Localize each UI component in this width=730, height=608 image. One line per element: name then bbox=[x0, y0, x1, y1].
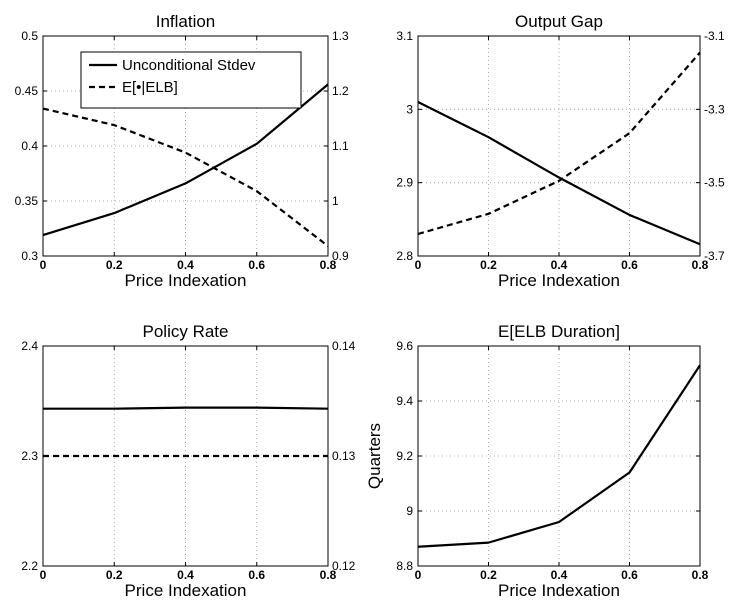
x-tick-label: 0.4 bbox=[551, 258, 568, 272]
legend-label: Unconditional Stdev bbox=[122, 57, 256, 74]
right-y-tick-label: 0.9 bbox=[332, 249, 349, 263]
y-tick-label: 8.8 bbox=[396, 559, 413, 573]
y-tick-label: 3 bbox=[406, 102, 413, 116]
chart-panel-4: 0 0.2 0.4 0.6 0.8 8.8 9 9.2 9.4 9.6 E[ELB Duration… bbox=[365, 322, 709, 600]
x-tick-label: 0.6 bbox=[621, 568, 638, 582]
x-tick-label: 0.4 bbox=[177, 258, 194, 272]
chart-title: E[ELB Duration] bbox=[498, 322, 620, 341]
x-tick-label: 0 bbox=[415, 568, 422, 582]
chart-panel-2: 0 0.2 0.4 0.6 0.8 2.8 2.9 3 3.1 -3.7 -3.5 -3.3 -3.1 O… bbox=[396, 12, 725, 290]
legend-box bbox=[80, 51, 302, 109]
x-tick-label: 0.2 bbox=[106, 568, 123, 582]
series-line-elb bbox=[417, 51, 701, 236]
x-tick-label: 0 bbox=[415, 258, 422, 272]
y-tick-label: 9.4 bbox=[396, 394, 413, 408]
x-axis-label: Price Indexation bbox=[125, 581, 247, 600]
x-tick-label: 0.2 bbox=[480, 568, 497, 582]
x-axis-label: Price Indexation bbox=[125, 271, 247, 290]
x-tick-label: 0.6 bbox=[248, 568, 265, 582]
x-tick-label: 0.4 bbox=[177, 568, 194, 582]
y-tick-label: 0.5 bbox=[21, 29, 38, 43]
y-tick-label: 2.3 bbox=[21, 449, 38, 463]
x-tick-label: 0.8 bbox=[692, 258, 709, 272]
y-tick-label: 0.35 bbox=[15, 194, 39, 208]
y-axis-label: Quarters bbox=[365, 423, 384, 489]
x-tick-label: 0.8 bbox=[320, 258, 337, 272]
x-tick-label: 0.6 bbox=[248, 258, 265, 272]
x-tick-label: 0 bbox=[40, 568, 47, 582]
y-tick-label: 2.4 bbox=[21, 339, 38, 353]
right-y-tick-label: -3.1 bbox=[704, 29, 725, 43]
y-tick-label: 9.6 bbox=[396, 339, 413, 353]
y-tick-label: 0.45 bbox=[15, 84, 39, 98]
chart-panel-1: 0 0.2 0.4 0.6 0.8 0.3 0.35 0.4 0.45 0.5 0.9 1 1.1 1.2… bbox=[15, 12, 349, 290]
right-y-tick-label: 1.1 bbox=[332, 139, 349, 153]
series-line-stdev bbox=[43, 406, 329, 410]
right-y-tick-label: 0.13 bbox=[332, 449, 356, 463]
chart-title: Inflation bbox=[156, 12, 216, 31]
y-tick-label: 3.1 bbox=[396, 29, 413, 43]
chart-title: Policy Rate bbox=[143, 322, 229, 341]
legend: Unconditional Stdev E[•|ELB] bbox=[80, 51, 302, 109]
right-y-tick-label: -3.3 bbox=[704, 102, 725, 116]
x-axis-label: Price Indexation bbox=[498, 581, 620, 600]
x-tick-label: 0.6 bbox=[621, 258, 638, 272]
chart-title: Output Gap bbox=[515, 12, 603, 31]
y-tick-label: 2.9 bbox=[396, 176, 413, 190]
x-tick-label: 0.8 bbox=[320, 568, 337, 582]
x-tick-label: 0.2 bbox=[106, 258, 123, 272]
x-tick-label: 0.2 bbox=[480, 258, 497, 272]
series-line-elb bbox=[42, 107, 329, 247]
right-y-tick-label: 0.12 bbox=[332, 559, 356, 573]
right-y-tick-label: 1.2 bbox=[332, 84, 349, 98]
right-y-tick-label: -3.5 bbox=[704, 176, 725, 190]
y-tick-label: 2.8 bbox=[396, 249, 413, 263]
right-y-tick-label: 1 bbox=[332, 194, 339, 208]
right-y-tick-label: 0.14 bbox=[332, 339, 356, 353]
y-tick-label: 9.2 bbox=[396, 449, 413, 463]
y-tick-label: 0.4 bbox=[21, 139, 38, 153]
x-tick-label: 0.8 bbox=[692, 568, 709, 582]
x-axis-label: Price Indexation bbox=[498, 271, 620, 290]
x-tick-label: 0 bbox=[40, 258, 47, 272]
series-line-stdev bbox=[42, 83, 329, 237]
y-tick-label: 2.2 bbox=[21, 559, 38, 573]
legend-label: E[•|ELB] bbox=[122, 79, 178, 96]
x-tick-label: 0.4 bbox=[551, 568, 568, 582]
y-tick-label: 0.3 bbox=[21, 249, 38, 263]
right-y-tick-label: -3.7 bbox=[704, 249, 725, 263]
right-y-tick-label: 1.3 bbox=[332, 29, 349, 43]
chart-panel-3: 0 0.2 0.4 0.6 0.8 2.2 2.3 2.4 0.12 0.13 0.14 Policy… bbox=[21, 322, 355, 600]
series-line-stdev bbox=[417, 364, 701, 548]
series-line-stdev bbox=[417, 101, 701, 246]
y-tick-label: 9 bbox=[406, 504, 413, 518]
